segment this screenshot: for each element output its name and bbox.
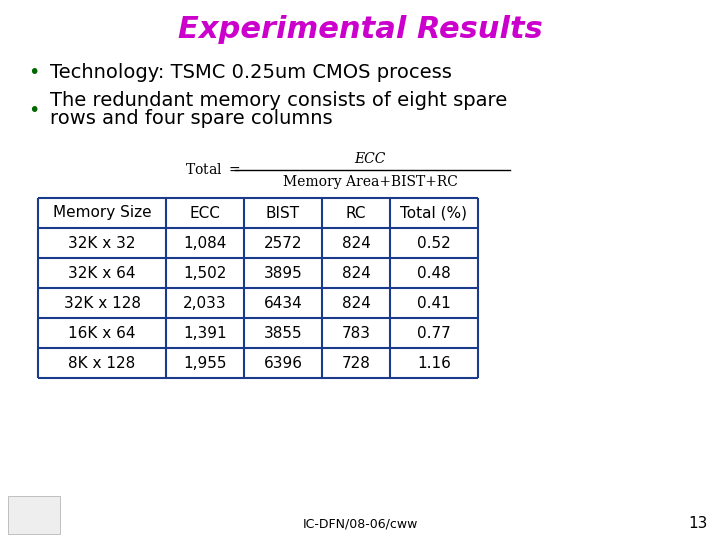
FancyBboxPatch shape [8, 496, 60, 534]
Text: 6434: 6434 [264, 295, 302, 310]
Text: 824: 824 [341, 266, 370, 280]
Text: 824: 824 [341, 235, 370, 251]
Text: Total (%): Total (%) [400, 206, 467, 220]
Text: rows and four spare columns: rows and four spare columns [50, 110, 333, 129]
Text: IC-DFN/08-06/cww: IC-DFN/08-06/cww [302, 517, 418, 530]
Text: 2572: 2572 [264, 235, 302, 251]
Text: RC: RC [346, 206, 366, 220]
Text: 0.41: 0.41 [417, 295, 451, 310]
Text: 32K x 32: 32K x 32 [68, 235, 136, 251]
Text: 6396: 6396 [264, 355, 302, 370]
Text: 2,033: 2,033 [183, 295, 227, 310]
Text: 3855: 3855 [264, 326, 302, 341]
Text: ECC: ECC [354, 152, 386, 166]
Text: 728: 728 [341, 355, 370, 370]
Text: The redundant memory consists of eight spare: The redundant memory consists of eight s… [50, 91, 508, 111]
Text: •: • [28, 63, 40, 82]
Text: 1.16: 1.16 [417, 355, 451, 370]
Text: 3895: 3895 [264, 266, 302, 280]
Text: Memory Size: Memory Size [53, 206, 151, 220]
Text: 1,502: 1,502 [184, 266, 227, 280]
Text: Experimental Results: Experimental Results [178, 16, 542, 44]
Text: ECC: ECC [189, 206, 220, 220]
Text: BIST: BIST [266, 206, 300, 220]
Text: Total $=$: Total $=$ [185, 163, 240, 178]
Text: 32K x 64: 32K x 64 [68, 266, 136, 280]
Text: 0.52: 0.52 [417, 235, 451, 251]
Text: 1,084: 1,084 [184, 235, 227, 251]
Text: Technology: TSMC 0.25um CMOS process: Technology: TSMC 0.25um CMOS process [50, 63, 452, 82]
Text: 0.77: 0.77 [417, 326, 451, 341]
Text: 32K x 128: 32K x 128 [63, 295, 140, 310]
Text: •: • [28, 100, 40, 119]
Text: 8K x 128: 8K x 128 [68, 355, 135, 370]
Text: 16K x 64: 16K x 64 [68, 326, 136, 341]
Text: Memory Area+BIST+RC: Memory Area+BIST+RC [282, 175, 457, 189]
Text: 1,955: 1,955 [184, 355, 227, 370]
Text: 1,391: 1,391 [183, 326, 227, 341]
Text: 13: 13 [688, 516, 708, 531]
Text: 0.48: 0.48 [417, 266, 451, 280]
Text: 824: 824 [341, 295, 370, 310]
Text: 783: 783 [341, 326, 371, 341]
